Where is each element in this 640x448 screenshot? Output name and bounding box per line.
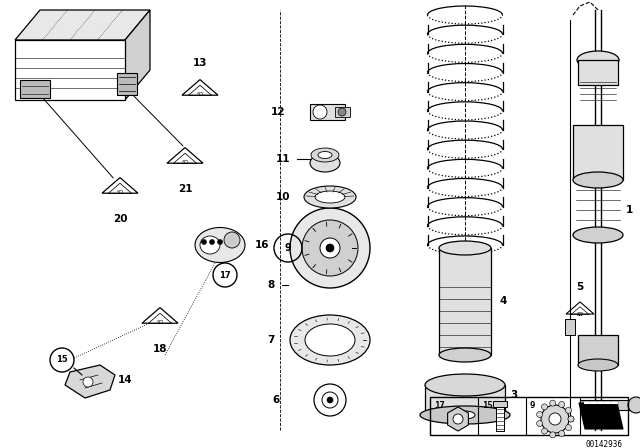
Text: 21: 21 — [178, 184, 192, 194]
Circle shape — [550, 400, 556, 406]
Circle shape — [202, 240, 207, 245]
Polygon shape — [65, 365, 115, 398]
Text: 9: 9 — [530, 401, 536, 410]
Circle shape — [566, 425, 572, 431]
Circle shape — [559, 431, 564, 436]
Ellipse shape — [311, 148, 339, 162]
Text: SΩ: SΩ — [157, 319, 163, 324]
Polygon shape — [579, 403, 623, 429]
Text: SΩ: SΩ — [116, 190, 124, 194]
Text: 11: 11 — [275, 154, 290, 164]
Text: 4: 4 — [500, 297, 508, 306]
Text: 7: 7 — [268, 335, 275, 345]
Circle shape — [326, 244, 334, 252]
Circle shape — [628, 397, 640, 413]
Bar — [578, 335, 618, 365]
Circle shape — [209, 240, 214, 245]
Circle shape — [566, 407, 572, 414]
Text: 15: 15 — [482, 401, 493, 410]
Bar — [578, 60, 618, 85]
Text: 15: 15 — [56, 356, 68, 365]
Bar — [439, 248, 491, 355]
Polygon shape — [447, 407, 468, 431]
Bar — [310, 104, 345, 120]
Text: 5: 5 — [577, 282, 584, 292]
Circle shape — [568, 416, 574, 422]
Text: 20: 20 — [113, 214, 127, 224]
Bar — [117, 73, 137, 95]
Text: 8: 8 — [268, 280, 275, 290]
Circle shape — [224, 232, 240, 248]
Bar — [565, 319, 575, 335]
Circle shape — [541, 404, 548, 410]
Circle shape — [453, 414, 463, 424]
Circle shape — [327, 397, 333, 403]
Circle shape — [218, 240, 223, 245]
Ellipse shape — [315, 191, 345, 203]
Ellipse shape — [573, 172, 623, 188]
Circle shape — [83, 377, 93, 387]
Polygon shape — [15, 10, 150, 40]
Ellipse shape — [310, 154, 340, 172]
Circle shape — [549, 413, 561, 425]
Circle shape — [338, 108, 346, 116]
Bar — [496, 405, 504, 431]
Ellipse shape — [305, 324, 355, 356]
Circle shape — [559, 401, 564, 407]
Circle shape — [302, 220, 358, 276]
Text: 9: 9 — [285, 243, 291, 253]
Ellipse shape — [195, 228, 245, 263]
Bar — [580, 400, 635, 410]
Circle shape — [541, 428, 548, 434]
Ellipse shape — [420, 406, 510, 424]
Circle shape — [550, 432, 556, 438]
Circle shape — [537, 421, 543, 426]
Text: 00142936: 00142936 — [586, 440, 623, 448]
Bar — [335, 107, 350, 117]
Bar — [15, 40, 125, 100]
Text: SΩ: SΩ — [196, 91, 204, 96]
Ellipse shape — [578, 359, 618, 371]
Circle shape — [322, 392, 338, 408]
Ellipse shape — [425, 374, 505, 396]
Text: 19: 19 — [585, 338, 600, 348]
Text: 18: 18 — [153, 344, 167, 354]
Text: 14: 14 — [118, 375, 132, 385]
Bar — [425, 385, 505, 415]
Text: 6: 6 — [273, 395, 280, 405]
Text: 3: 3 — [510, 390, 517, 400]
Ellipse shape — [455, 411, 475, 419]
Circle shape — [541, 405, 569, 433]
Text: SΩ: SΩ — [577, 311, 584, 316]
Text: 16: 16 — [255, 240, 269, 250]
Text: 10: 10 — [275, 192, 290, 202]
Ellipse shape — [439, 241, 491, 255]
Bar — [430, 397, 628, 435]
Ellipse shape — [290, 315, 370, 365]
Ellipse shape — [577, 51, 619, 69]
Bar — [573, 125, 623, 180]
Circle shape — [568, 416, 574, 422]
Text: 1: 1 — [626, 205, 633, 215]
Bar — [20, 80, 50, 98]
Circle shape — [290, 208, 370, 288]
Text: SΩ: SΩ — [182, 159, 188, 164]
Text: 17: 17 — [219, 271, 231, 280]
Text: 17: 17 — [434, 401, 445, 410]
Circle shape — [314, 384, 346, 416]
Circle shape — [313, 105, 327, 119]
Polygon shape — [125, 10, 150, 100]
Ellipse shape — [304, 186, 356, 208]
Circle shape — [320, 238, 340, 258]
Ellipse shape — [318, 151, 332, 159]
Ellipse shape — [573, 227, 623, 243]
Ellipse shape — [200, 236, 220, 254]
Ellipse shape — [439, 348, 491, 362]
Bar — [493, 401, 507, 407]
Text: 13: 13 — [193, 58, 207, 68]
Circle shape — [537, 412, 543, 418]
Text: 12: 12 — [271, 107, 285, 117]
